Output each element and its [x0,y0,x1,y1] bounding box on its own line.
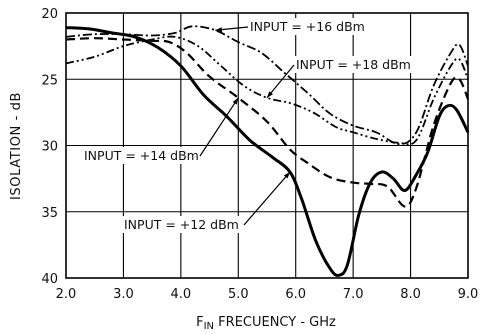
y-tick-label: 25 [41,73,58,88]
y-tick-labels: 20 25 30 35 40 [41,7,58,287]
series-annotation-label: INPUT = +14 dBm [84,148,199,163]
annotation-arrowhead [232,97,239,105]
x-axis-label-rest: FRECUENCY - GHz [214,315,336,330]
grid [66,13,468,278]
x-axis-label: FIN FRECUENCY - GHz [196,315,336,332]
y-tick-label: 35 [41,206,58,221]
annotation-background [122,216,241,233]
x-tick-label: 8.0 [400,287,421,302]
x-tick-labels: 2.0 3.0 4.0 5.0 6.0 7.0 8.0 9.0 [56,287,479,302]
annotation-background [294,56,413,73]
y-tick-label: 30 [41,140,58,155]
x-tick-label: 6.0 [285,287,306,302]
x-axis-label-main: F [196,315,203,330]
x-tick-label: 7.0 [343,287,364,302]
y-axis-label: ISOLATION - dB [9,92,24,200]
series-annotation-label: INPUT = +12 dBm [124,217,239,232]
y-tick-label: 20 [41,7,58,22]
annotation-arrowhead [267,91,274,98]
annotation-leader [243,171,291,226]
annotation-arrowhead [283,172,290,179]
x-axis-label-subscript: IN [204,321,214,332]
series-line-input-12-dbm [65,26,470,277]
series-annotation-label: INPUT = +18 dBm [296,57,411,72]
x-tick-label: 3.0 [113,287,134,302]
annotation-leader [266,64,295,99]
annotation-layer: INPUT = +16 dBm INPUT = +18 dBm INPUT = +1… [82,18,413,233]
series-line-input-14-dbm [65,37,470,208]
x-tick-label: 4.0 [171,287,192,302]
x-tick-label: 9.0 [458,287,479,302]
series-line-input-18-dbm [65,35,469,146]
annotation-background [82,147,201,164]
annotation-arrowhead [215,27,223,32]
plot-frame [65,12,469,279]
series-line-input-16-dbm [65,25,469,146]
y-tick-label: 40 [41,272,58,287]
x-tick-label: 5.0 [228,287,249,302]
x-tick-label: 2.0 [56,287,77,302]
annotation-leader [199,97,239,157]
series-annotation-label: INPUT = +16 dBm [250,19,365,34]
series-layer [65,25,470,277]
annotation-background [248,18,367,35]
